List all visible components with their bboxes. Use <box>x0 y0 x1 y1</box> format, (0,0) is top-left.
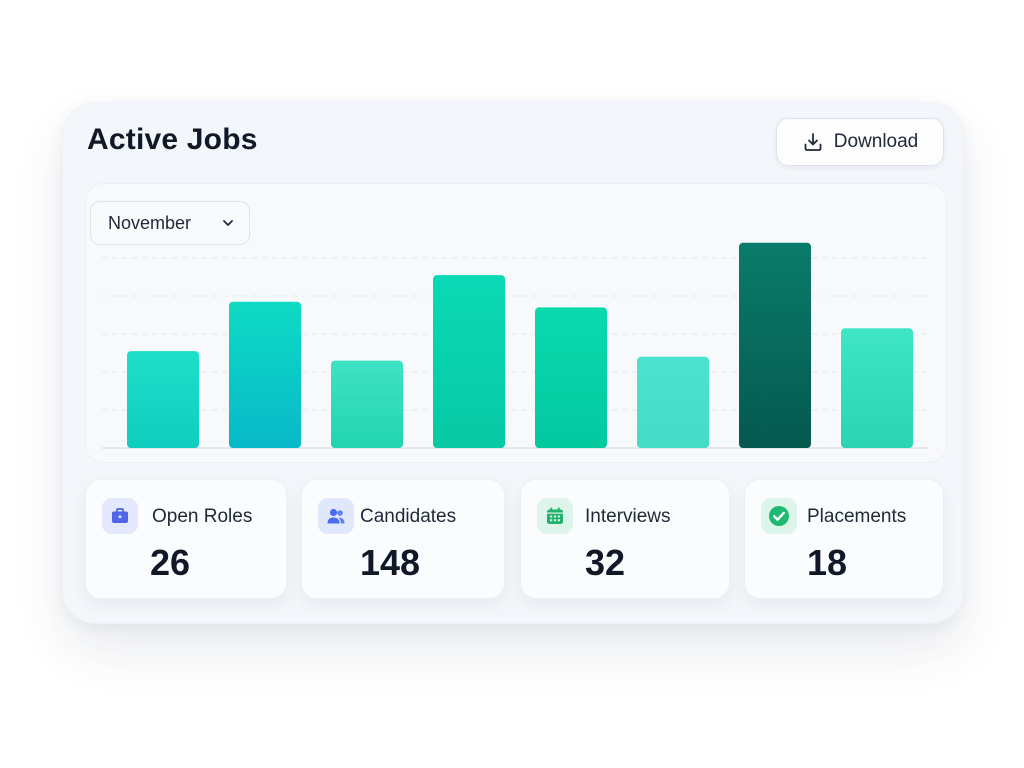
stat-label: Candidates <box>360 506 457 527</box>
month-select-value: November <box>108 212 192 233</box>
chart-bar[interactable] <box>127 351 199 448</box>
stat-card-open-roles[interactable]: Open Roles 26 <box>85 479 287 599</box>
stat-card-candidates[interactable]: Candidates 148 <box>301 479 505 599</box>
download-button[interactable]: Download <box>776 118 944 166</box>
chart-bar[interactable] <box>841 328 913 448</box>
stat-value: 32 <box>585 542 626 583</box>
stat-value: 26 <box>150 542 191 583</box>
briefcase-icon <box>102 498 138 534</box>
users-icon <box>318 498 354 534</box>
download-icon <box>802 131 824 153</box>
chevron-down-icon <box>221 216 235 230</box>
stat-value: 148 <box>360 542 421 583</box>
chart-bar[interactable] <box>433 275 505 448</box>
page-title: Active Jobs <box>87 123 258 156</box>
month-select[interactable]: November <box>90 201 250 245</box>
stat-card-placements[interactable]: Placements 18 <box>744 479 944 599</box>
bar-chart <box>102 242 928 449</box>
chart-panel: November <box>85 183 947 463</box>
check-circle-icon <box>761 498 797 534</box>
stat-label: Placements <box>807 506 907 527</box>
stat-label: Interviews <box>585 506 671 527</box>
chart-bar[interactable] <box>535 307 607 448</box>
stat-label: Open Roles <box>152 506 253 527</box>
stat-card-interviews[interactable]: Interviews 32 <box>520 479 730 599</box>
chart-bar[interactable] <box>739 242 811 448</box>
download-button-label: Download <box>833 131 919 152</box>
chart-bar[interactable] <box>229 301 301 448</box>
stat-value: 18 <box>807 542 848 583</box>
chart-bar[interactable] <box>331 360 403 448</box>
chart-bar[interactable] <box>637 356 709 448</box>
active-jobs-card: Active Jobs Download November <box>62 102 964 624</box>
calendar-icon <box>537 498 573 534</box>
